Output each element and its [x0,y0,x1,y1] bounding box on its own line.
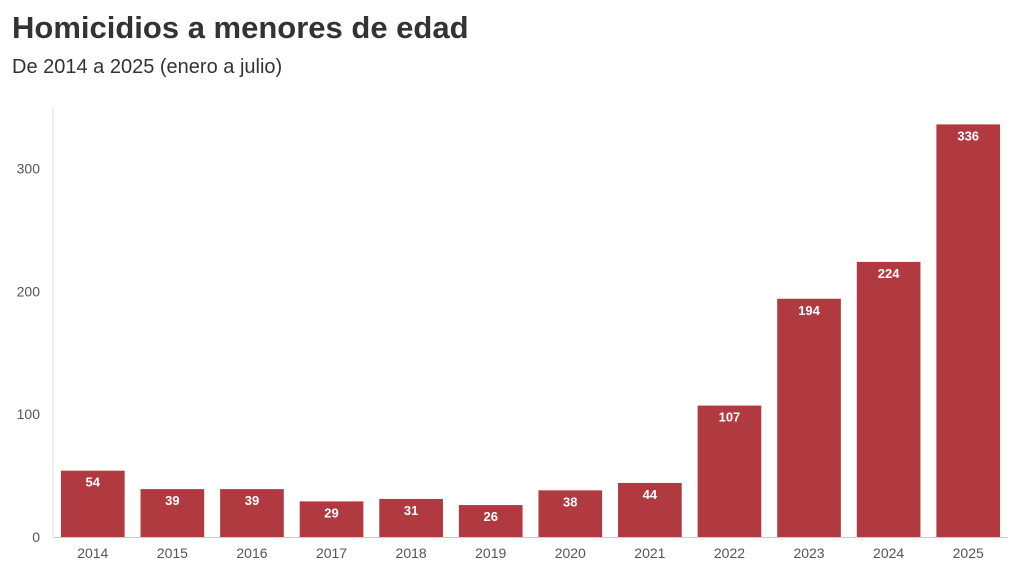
chart-title: Homicidios a menores de edad [12,10,469,45]
x-tick-label: 2022 [714,545,745,561]
x-tick-label: 2020 [555,545,586,561]
y-tick-label: 100 [17,406,41,422]
bar [538,490,603,537]
y-tick-label: 0 [32,529,40,545]
bar-value-label: 29 [324,505,338,520]
bar-value-label: 39 [245,493,259,508]
bar-value-label: 336 [957,128,979,143]
x-tick-label: 2024 [873,545,904,561]
y-tick-label: 300 [17,161,41,177]
bar [777,298,841,537]
y-axis: 0 100 200 300 [17,107,54,545]
x-tick-label: 2021 [634,545,665,561]
bar-value-label: 38 [563,494,577,509]
bar [856,261,921,537]
y-tick-label: 200 [17,283,41,299]
bar [140,489,205,537]
x-tick-label: 2025 [953,545,984,561]
bar-value-label: 107 [719,410,741,425]
x-tick-label: 2015 [157,545,188,561]
chart-subtitle: De 2014 a 2025 (enero a julio) [12,56,283,78]
bar-value-label: 224 [878,266,900,281]
x-tick-label: 2018 [396,545,427,561]
bar-value-label: 26 [483,509,497,524]
bar [697,405,762,537]
bar-value-label: 39 [165,493,179,508]
bar-value-label: 31 [404,503,418,518]
bar [618,482,682,537]
bar [60,470,125,537]
x-tick-label: 2017 [316,545,347,561]
bar [379,498,443,537]
bar-value-label: 54 [86,475,101,490]
bar [299,501,364,537]
bar [220,489,284,537]
x-tick-label: 2023 [793,545,824,561]
bar-value-label: 44 [643,487,658,502]
bar [936,124,1001,537]
x-tick-label: 2016 [236,545,267,561]
bar-value-labels: 54 39 39 29 31 26 38 44 107 194 224 336 [86,128,980,524]
x-tick-label: 2014 [77,545,108,561]
bar-value-label: 194 [798,303,820,318]
x-axis: 2014 2015 2016 2017 2018 2019 2020 2021 2022 2023… [53,537,1008,561]
bar [458,505,523,537]
x-tick-label: 2019 [475,545,506,561]
bars [60,124,1001,537]
